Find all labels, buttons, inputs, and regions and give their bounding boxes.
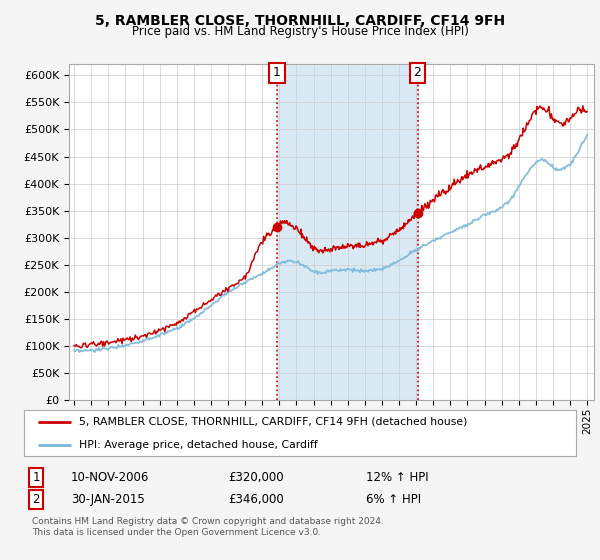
Bar xyxy=(277,64,418,400)
Text: HPI: Average price, detached house, Cardiff: HPI: Average price, detached house, Card… xyxy=(79,440,318,450)
Text: 6% ↑ HPI: 6% ↑ HPI xyxy=(366,493,421,506)
Text: £320,000: £320,000 xyxy=(228,471,284,484)
Text: 5, RAMBLER CLOSE, THORNHILL, CARDIFF, CF14 9FH: 5, RAMBLER CLOSE, THORNHILL, CARDIFF, CF… xyxy=(95,14,505,28)
Text: 12% ↑ HPI: 12% ↑ HPI xyxy=(366,471,429,484)
Text: Price paid vs. HM Land Registry's House Price Index (HPI): Price paid vs. HM Land Registry's House … xyxy=(131,25,469,38)
Text: 5, RAMBLER CLOSE, THORNHILL, CARDIFF, CF14 9FH (detached house): 5, RAMBLER CLOSE, THORNHILL, CARDIFF, CF… xyxy=(79,417,467,427)
Text: £346,000: £346,000 xyxy=(228,493,284,506)
Text: 10-NOV-2006: 10-NOV-2006 xyxy=(71,471,149,484)
Text: Contains HM Land Registry data © Crown copyright and database right 2024.
This d: Contains HM Land Registry data © Crown c… xyxy=(32,517,384,537)
Text: 30-JAN-2015: 30-JAN-2015 xyxy=(71,493,145,506)
Text: 1: 1 xyxy=(32,471,40,484)
Text: 1: 1 xyxy=(273,66,281,80)
Text: 2: 2 xyxy=(32,493,40,506)
Text: 2: 2 xyxy=(413,66,421,80)
